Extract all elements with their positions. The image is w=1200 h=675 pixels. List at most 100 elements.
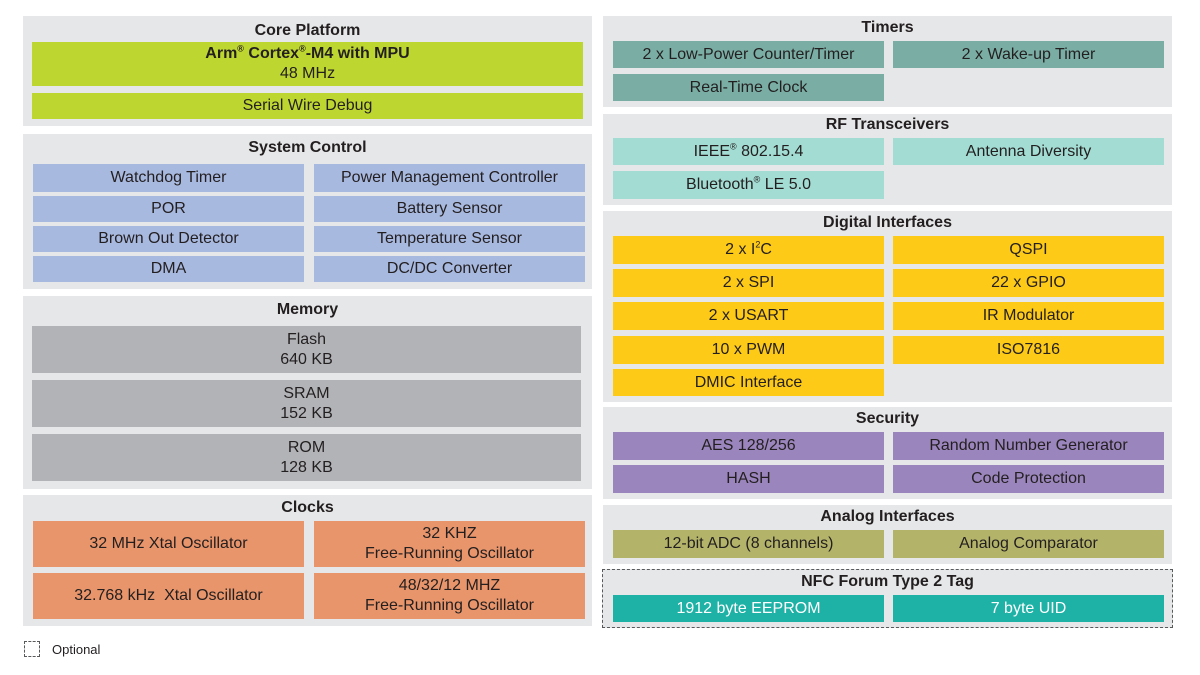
battery-sensor-block: Battery Sensor xyxy=(314,196,585,222)
registered-mark: ® xyxy=(753,174,761,185)
spi-label: 2 x SPI xyxy=(722,274,775,291)
cpu-family: Cortex xyxy=(248,45,300,62)
aes-label: AES 128/256 xyxy=(701,437,796,454)
ieee-802154-label: IEEE® 802.15.4 xyxy=(694,142,804,162)
ir-modulator-label: IR Modulator xyxy=(982,307,1075,324)
nfc-tag-panel: NFC Forum Type 2 Tag 1912 byte EEPROM 7 … xyxy=(602,569,1173,628)
registered-mark: ® xyxy=(237,43,244,54)
serial-wire-debug-label: Serial Wire Debug xyxy=(242,97,373,114)
nfc-uid-block: 7 byte UID xyxy=(893,595,1164,622)
gpio-block: 22 x GPIO xyxy=(893,269,1164,297)
flash-size: 640 KB xyxy=(280,350,333,368)
analog-comparator-label: Analog Comparator xyxy=(959,535,1098,552)
pwm-block: 10 x PWM xyxy=(613,336,884,364)
cpu-brand: Arm xyxy=(205,45,238,62)
power-management-controller-block: Power Management Controller xyxy=(314,164,585,192)
xtal-32mhz-label: 32 MHz Xtal Oscillator xyxy=(89,535,248,552)
real-time-clock-label: Real-Time Clock xyxy=(689,78,808,96)
hash-block: HASH xyxy=(613,465,884,493)
rc-48mhz-block: 48/32/12 MHZ Free-Running Oscillator xyxy=(314,573,585,619)
flash-label: Flash xyxy=(286,330,327,348)
usart-label: 2 x USART xyxy=(708,307,789,324)
dma-block: DMA xyxy=(33,256,304,282)
security-title: Security xyxy=(855,410,920,427)
dma-label: DMA xyxy=(150,260,187,277)
bluetooth-brand: Bluetooth xyxy=(686,176,754,193)
clocks-panel: Clocks 32 MHz Xtal Oscillator 32 KHZ Fre… xyxy=(23,495,592,626)
rf-transceivers-title: RF Transceivers xyxy=(825,116,950,133)
adc-block: 12-bit ADC (8 channels) xyxy=(613,530,884,558)
ieee-brand: IEEE xyxy=(693,142,731,160)
temperature-sensor-block: Temperature Sensor xyxy=(314,226,585,252)
brown-out-detector-label: Brown Out Detector xyxy=(98,230,239,247)
bluetooth-le-label: Bluetooth® LE 5.0 xyxy=(686,175,811,195)
ieee-standard: 802.15.4 xyxy=(736,142,804,160)
wake-up-timer-block: 2 x Wake-up Timer xyxy=(893,41,1164,68)
bluetooth-le-block: Bluetooth® LE 5.0 xyxy=(613,171,884,199)
system-control-title: System Control xyxy=(248,139,367,156)
i2c-superscript: 2 xyxy=(755,239,761,250)
memory-title: Memory xyxy=(276,301,339,318)
real-time-clock-block: Real-Time Clock xyxy=(613,74,884,101)
security-panel: Security AES 128/256 Random Number Gener… xyxy=(603,407,1172,499)
serial-wire-debug-block: Serial Wire Debug xyxy=(32,93,583,119)
wake-up-timer-label: 2 x Wake-up Timer xyxy=(961,45,1096,63)
bluetooth-version: LE 5.0 xyxy=(760,176,811,193)
code-protection-label: Code Protection xyxy=(971,470,1086,487)
antenna-diversity-block: Antenna Diversity xyxy=(893,138,1164,165)
nfc-eeprom-block: 1912 byte EEPROM xyxy=(613,595,884,622)
nfc-uid-label: 7 byte UID xyxy=(990,599,1067,617)
aes-block: AES 128/256 xyxy=(613,432,884,460)
rc-48mhz-sublabel: Free-Running Oscillator xyxy=(365,597,534,614)
sram-label: SRAM xyxy=(283,384,330,402)
cpu-frequency: 48 MHz xyxy=(279,65,336,82)
dmic-interface-label: DMIC Interface xyxy=(694,373,803,391)
iso7816-block: ISO7816 xyxy=(893,336,1164,364)
rom-label: ROM xyxy=(287,438,326,456)
optional-legend-swatch xyxy=(24,641,40,657)
low-power-timer-block: 2 x Low-Power Counter/Timer xyxy=(613,41,884,68)
rom-size: 128 KB xyxy=(280,458,333,476)
system-control-panel: System Control Watchdog Timer Power Mana… xyxy=(23,134,592,289)
xtal-32mhz-block: 32 MHz Xtal Oscillator xyxy=(33,521,304,567)
i2c-label: 2 x I2C xyxy=(725,240,772,260)
rc-32khz-sublabel: Free-Running Oscillator xyxy=(365,545,534,562)
registered-mark: ® xyxy=(730,141,737,152)
rom-block: ROM 128 KB xyxy=(32,434,581,481)
cpu-block: Arm® Cortex®-M4 with MPU 48 MHz xyxy=(32,42,583,86)
core-platform-panel: Core Platform Arm® Cortex®-M4 with MPU 4… xyxy=(23,16,592,126)
digital-interfaces-panel: Digital Interfaces 2 x I2C QSPI 2 x SPI … xyxy=(603,211,1172,402)
analog-interfaces-panel: Analog Interfaces 12-bit ADC (8 channels… xyxy=(603,505,1172,564)
i2c-count: 2 x I xyxy=(725,241,756,258)
optional-legend-label: Optional xyxy=(52,642,101,657)
ieee-802154-block: IEEE® 802.15.4 xyxy=(613,138,884,165)
memory-panel: Memory Flash 640 KB SRAM 152 KB ROM 128 … xyxy=(23,296,592,489)
iso7816-label: ISO7816 xyxy=(996,341,1061,358)
i2c-block: 2 x I2C xyxy=(613,236,884,264)
rc-48mhz-label: 48/32/12 MHZ xyxy=(398,577,501,594)
rng-block: Random Number Generator xyxy=(893,432,1164,460)
power-management-controller-label: Power Management Controller xyxy=(341,169,558,186)
dmic-interface-block: DMIC Interface xyxy=(613,369,884,396)
registered-mark: ® xyxy=(299,43,306,54)
qspi-label: QSPI xyxy=(1009,241,1048,258)
brown-out-detector-block: Brown Out Detector xyxy=(33,226,304,252)
ir-modulator-block: IR Modulator xyxy=(893,302,1164,330)
timers-title: Timers xyxy=(861,19,914,36)
i2c-suffix: C xyxy=(760,241,772,258)
clocks-title: Clocks xyxy=(281,499,334,516)
gpio-label: 22 x GPIO xyxy=(991,274,1066,291)
por-label: POR xyxy=(151,200,186,217)
rng-label: Random Number Generator xyxy=(929,437,1128,454)
analog-interfaces-title: Analog Interfaces xyxy=(820,508,955,525)
pwm-label: 10 x PWM xyxy=(711,341,786,358)
hash-label: HASH xyxy=(726,470,771,487)
digital-interfaces-title: Digital Interfaces xyxy=(823,214,952,231)
code-protection-block: Code Protection xyxy=(893,465,1164,493)
battery-sensor-label: Battery Sensor xyxy=(396,200,503,217)
flash-block: Flash 640 KB xyxy=(32,326,581,373)
spi-block: 2 x SPI xyxy=(613,269,884,297)
cpu-model: -M4 with MPU xyxy=(305,45,410,62)
rc-32khz-block: 32 KHZ Free-Running Oscillator xyxy=(314,521,585,567)
rc-32khz-label: 32 KHZ xyxy=(422,525,477,542)
